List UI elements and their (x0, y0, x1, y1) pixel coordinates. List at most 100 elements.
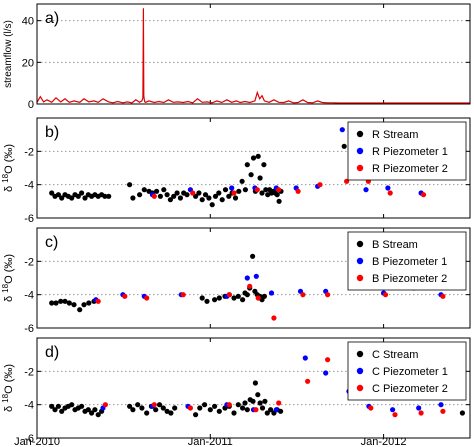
data-point (382, 292, 389, 298)
data-point (255, 153, 261, 159)
data-point (440, 293, 446, 299)
data-point (85, 407, 91, 413)
data-point (144, 295, 150, 301)
data-point (300, 292, 306, 298)
panel-b: -6 -4 -2 R Stream R Piezometer 1 R Piezometer… (1, 117, 471, 225)
data-point (49, 300, 55, 306)
data-point (212, 403, 218, 409)
data-point (144, 410, 150, 416)
data-point (209, 202, 215, 208)
series-b-stream (49, 253, 267, 313)
legend-marker (356, 240, 364, 248)
data-point (255, 392, 261, 398)
data-point (325, 357, 331, 363)
data-point (416, 405, 422, 411)
data-point (250, 155, 257, 161)
legend-marker (356, 367, 364, 375)
axes-frame (36, 227, 471, 329)
x-tick-label: Jan-2012 (361, 436, 407, 447)
data-point (167, 197, 173, 203)
data-point (58, 298, 64, 304)
data-point (187, 405, 193, 411)
streamflow-line (36, 8, 470, 104)
legend-label: B Stream (372, 239, 418, 251)
data-point (204, 298, 210, 304)
data-point (137, 192, 143, 198)
data-point (420, 192, 427, 198)
data-point (153, 407, 159, 413)
data-point (79, 403, 85, 409)
legend-box (347, 121, 467, 181)
y-tick-label: -2 (24, 146, 34, 158)
data-point (440, 408, 446, 414)
series-r-piezometer-1 (149, 127, 424, 198)
data-point (216, 408, 222, 414)
data-point (55, 192, 62, 198)
legend-marker (356, 147, 364, 155)
legend: R Stream R Piezometer 1 R Piezometer 2 (347, 121, 467, 181)
data-point (232, 195, 239, 201)
legend-label: R Piezometer 1 (372, 146, 448, 158)
data-point (305, 378, 311, 384)
y-tick-label: 20 (22, 57, 34, 69)
panel-c: -6 -4 -2 B Stream B Piezometer 1 B Piezometer… (1, 227, 471, 335)
data-point (274, 192, 280, 198)
panel-label: c) (45, 234, 58, 251)
data-point (174, 190, 180, 196)
data-point (49, 190, 55, 196)
y-tick-label: -4 (24, 290, 34, 302)
data-point (69, 195, 75, 201)
data-point (86, 300, 92, 306)
legend-label: R Stream (372, 129, 418, 141)
data-point (59, 408, 65, 414)
data-point (240, 405, 246, 411)
series-b-piezometer-2 (95, 283, 446, 321)
data-point (92, 407, 98, 413)
axes-frame (36, 337, 471, 439)
data-point (154, 188, 160, 194)
legend-marker (356, 274, 364, 282)
data-point (89, 410, 95, 416)
data-point (231, 410, 237, 416)
data-point (69, 402, 75, 408)
data-point (71, 302, 77, 308)
data-point (385, 185, 391, 191)
data-point (199, 197, 205, 203)
data-point (459, 410, 465, 416)
data-point (242, 400, 248, 406)
data-point (222, 187, 229, 193)
data-point (156, 402, 163, 408)
data-point (161, 187, 167, 193)
data-point (273, 407, 279, 413)
data-point (276, 400, 282, 406)
data-point (184, 192, 190, 198)
data-point (219, 197, 225, 203)
data-point (278, 408, 284, 414)
data-point (259, 405, 266, 411)
legend-marker (356, 257, 364, 265)
legend-box (347, 341, 467, 401)
data-point (127, 182, 133, 188)
y-axis-label: streamflow (l/s) (3, 20, 14, 88)
y-tick-label: -2 (24, 256, 34, 268)
y-axis-label: δ 18O (‰) (1, 254, 16, 302)
data-point (259, 190, 265, 196)
series-c-piezometer-1 (100, 355, 444, 413)
y-tick-label: 40 (22, 16, 34, 28)
data-point (168, 410, 174, 416)
data-point (130, 195, 136, 201)
legend-marker (356, 164, 364, 172)
data-point (229, 185, 235, 191)
data-point (255, 295, 261, 301)
data-point (207, 407, 213, 413)
data-point (239, 178, 245, 184)
data-point (257, 175, 263, 181)
data-point (341, 143, 347, 149)
data-point (295, 188, 301, 194)
data-point (53, 300, 59, 306)
data-point (151, 402, 157, 408)
data-point (231, 295, 237, 301)
legend-label: C Piezometer 1 (372, 366, 448, 378)
data-point (363, 187, 369, 193)
